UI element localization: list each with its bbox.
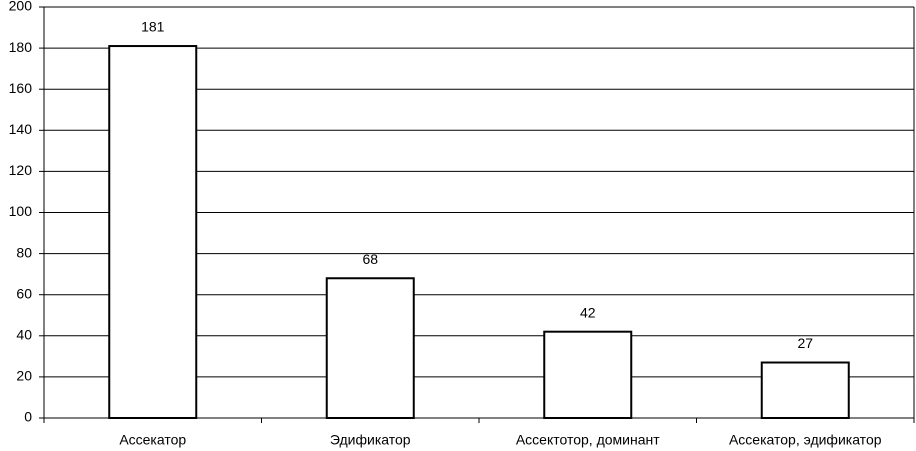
data-label: 68	[362, 251, 378, 267]
y-tick-label: 160	[9, 80, 33, 96]
x-tick-label: Ассекатор	[119, 432, 186, 448]
y-tick-label: 80	[16, 244, 32, 260]
y-tick-label: 140	[9, 121, 33, 137]
y-tick-label: 20	[16, 368, 32, 384]
bar	[543, 330, 633, 419]
y-tick-label: 40	[16, 327, 32, 343]
bar	[108, 45, 198, 419]
y-tick-label: 100	[9, 203, 33, 219]
bar	[325, 277, 415, 420]
data-label: 181	[141, 19, 165, 35]
y-tick-label: 0	[24, 409, 32, 425]
data-label: 27	[797, 335, 813, 351]
y-tick-label: 200	[9, 0, 33, 14]
x-tick-label: Ассекатор, эдификатор	[729, 432, 882, 448]
y-tick-label: 60	[16, 285, 32, 301]
y-tick-label: 180	[9, 39, 33, 55]
y-tick-label: 120	[9, 162, 33, 178]
x-tick-label: Ассектотор, доминант	[516, 432, 660, 448]
bar	[760, 361, 850, 420]
x-tick-label: Эдификатор	[330, 432, 411, 448]
data-label: 42	[580, 304, 596, 320]
